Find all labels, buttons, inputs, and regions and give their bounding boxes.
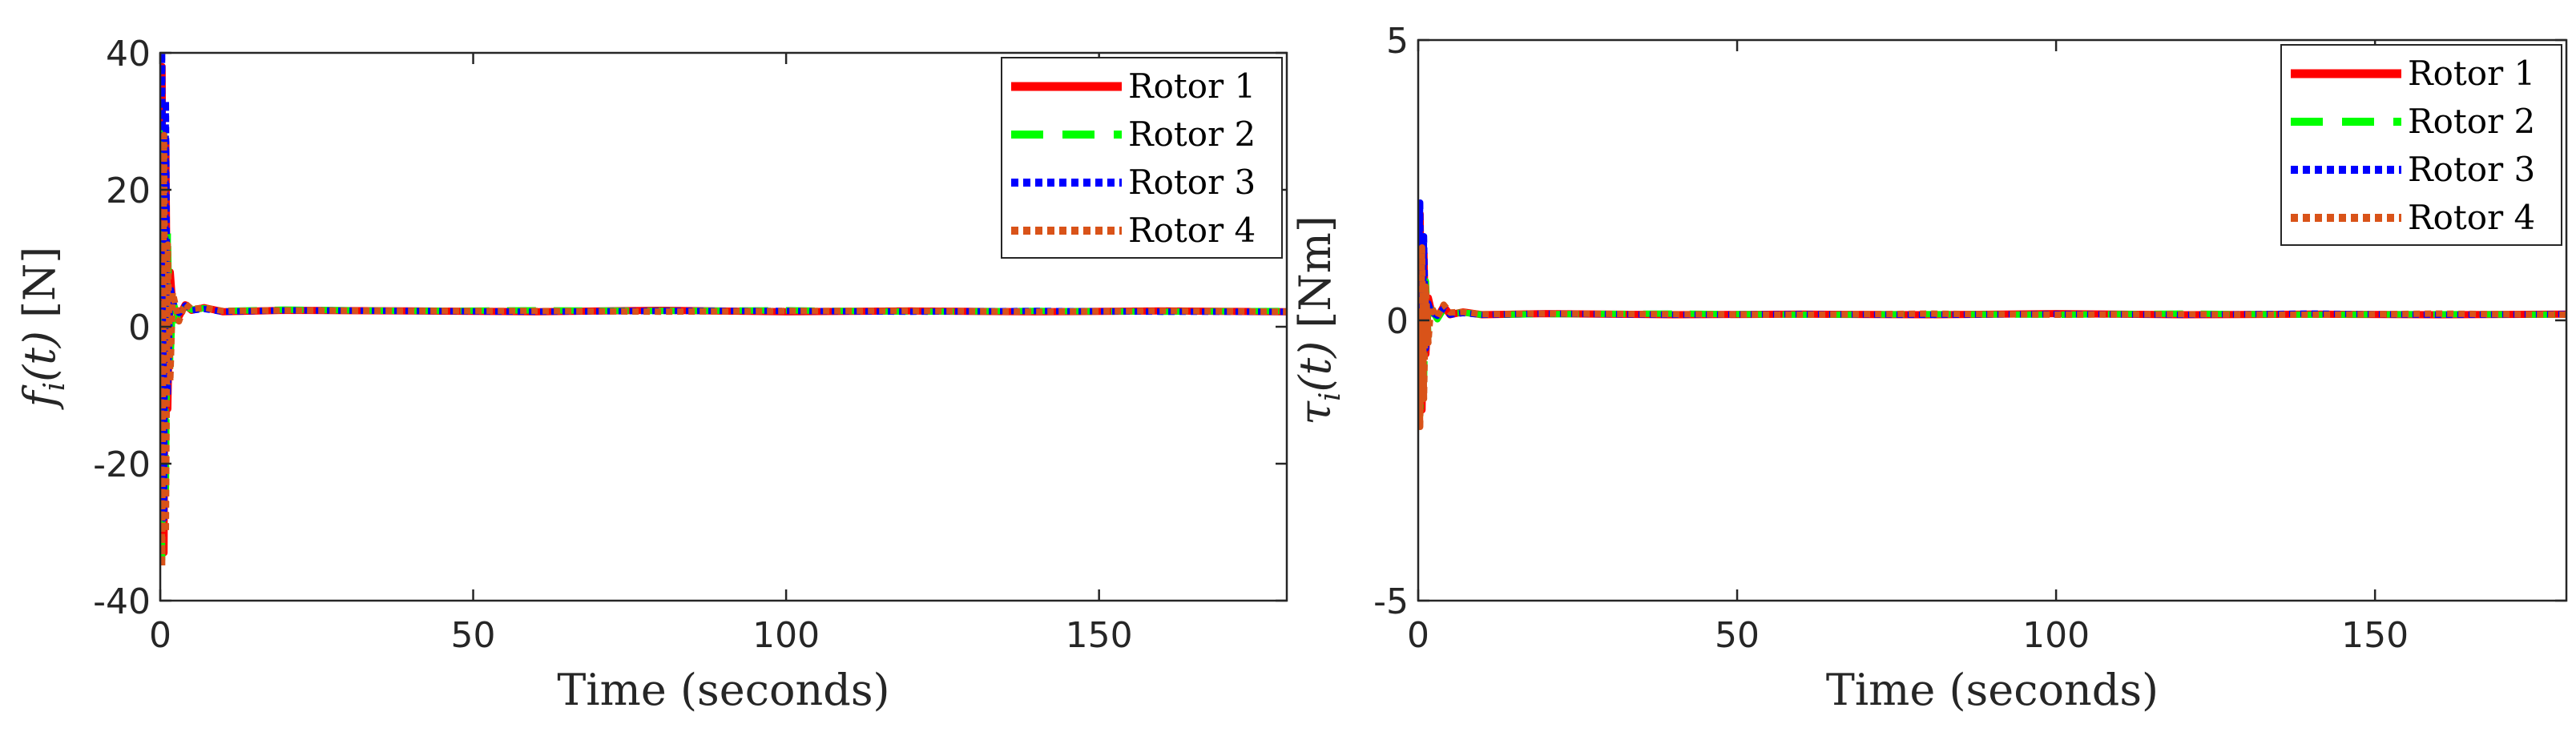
legend: Rotor 1 Rotor 2 Rotor 3 Rotor 4 [1001, 57, 1283, 259]
y-tick-label: -20 [93, 444, 151, 485]
legend-label-rotor-4: Rotor 4 [1128, 211, 1256, 250]
y-label-unit: [N] [14, 247, 65, 318]
x-tick-label: 150 [2341, 615, 2409, 656]
y-tick-label: 20 [106, 171, 151, 211]
y-tick-label: -40 [93, 581, 151, 622]
legend-label-rotor-1: Rotor 1 [2408, 54, 2535, 93]
y-tick-label: 40 [106, 34, 151, 74]
x-axis-label: Time (seconds) [1826, 665, 2159, 715]
series-group [1418, 199, 2566, 430]
y-tick-label: 0 [1386, 301, 1409, 342]
y-label-argument: (t) [1290, 341, 1340, 392]
y-label-subscript: i [1314, 392, 1347, 402]
series-line-rotor-4 [1418, 244, 2566, 430]
y-axis-label: τi(t) [Nm] [1290, 215, 1347, 425]
x-tick-label: 0 [149, 615, 171, 656]
legend-label-rotor-3: Rotor 3 [1128, 163, 1256, 202]
y-label-symbol: τ [1290, 400, 1340, 425]
x-tick-label: 100 [752, 615, 820, 656]
y-label-subscript: i [38, 382, 71, 392]
y-tick-label: 5 [1386, 21, 1409, 62]
x-axis-label: Time (seconds) [557, 665, 889, 715]
series-group [160, 53, 1287, 570]
y-axis-label: fi(t)[N] [14, 247, 71, 411]
x-tick-label: 50 [451, 615, 496, 656]
y-label-argument: (t) [14, 331, 65, 382]
y-tick-label: -5 [1373, 581, 1409, 622]
x-tick-label: 150 [1066, 615, 1133, 656]
y-label-unit: [Nm] [1290, 215, 1340, 328]
legend: Rotor 1 Rotor 2 Rotor 3 Rotor 4 [2280, 44, 2562, 246]
x-tick-label: 100 [2022, 615, 2090, 656]
y-tick-label: 0 [128, 308, 151, 348]
legend-label-rotor-1: Rotor 1 [1128, 66, 1256, 106]
legend-box [2280, 44, 2562, 246]
legend-label-rotor-3: Rotor 3 [2408, 150, 2535, 189]
x-tick-label: 50 [1715, 615, 1760, 656]
legend-box [1001, 57, 1283, 259]
legend-label-rotor-2: Rotor 2 [1128, 115, 1256, 154]
series-line-rotor-4 [160, 131, 1287, 570]
x-tick-label: 0 [1407, 615, 1429, 656]
legend-label-rotor-4: Rotor 4 [2408, 198, 2535, 237]
legend-label-rotor-2: Rotor 2 [2408, 102, 2535, 141]
